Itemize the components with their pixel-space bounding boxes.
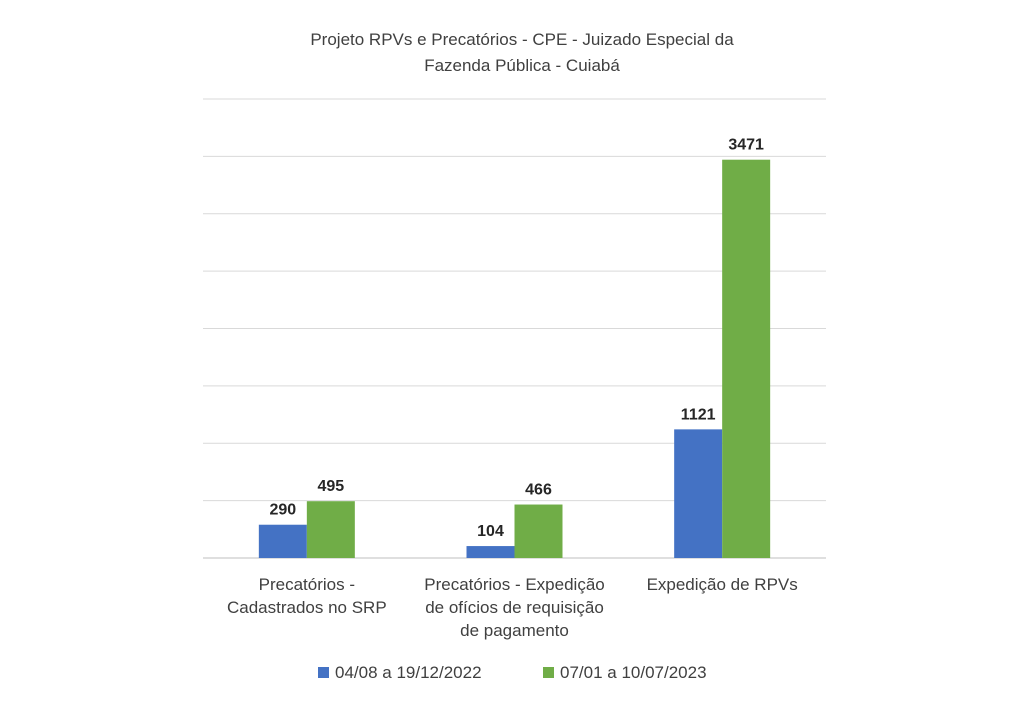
legend-swatch-2 [543,667,554,678]
category-labels: Precatórios -Cadastrados no SRP Precatóri… [227,575,798,640]
legend-swatch-1 [318,667,329,678]
legend-label-2: 07/01 a 10/07/2023 [560,663,707,682]
data-label-series-2-category-2: 466 [525,482,552,499]
bar-series-1-category-2 [466,546,515,558]
data-label-series-2-category-3: 3471 [728,137,764,154]
data-label-series-1-category-2: 104 [477,523,504,540]
data-label-series-1-category-1: 290 [269,502,296,519]
chart-title: Projeto RPVs e Precatórios - CPE - Juiza… [310,30,734,75]
category-label-2: Precatórios - Expedição de ofícios de req… [424,575,604,640]
legend-label-1: 04/08 a 19/12/2022 [335,663,482,682]
data-labels: 290 104 1121 495 466 3471 [269,137,764,540]
bar-series-2-category-1 [306,501,355,558]
bar-series-2-category-2 [514,504,563,558]
bar-series-1-category-3 [674,429,723,558]
bar-series-2-category-3 [722,159,771,558]
category-label-1: Precatórios -Cadastrados no SRP [227,575,387,617]
legend: 04/08 a 19/12/2022 07/01 a 10/07/2023 [318,663,707,682]
chart-title-line-2: Fazenda Pública - Cuiabá [424,56,620,75]
bar-series-1-category-1 [258,524,307,558]
gridlines [203,98,826,559]
chart-title-line-1: Projeto RPVs e Precatórios - CPE - Juiza… [310,30,734,49]
bars [258,159,771,558]
data-label-series-1-category-3: 1121 [681,406,716,423]
data-label-series-2-category-1: 495 [317,478,344,495]
category-label-3: Expedição de RPVs [647,575,798,594]
